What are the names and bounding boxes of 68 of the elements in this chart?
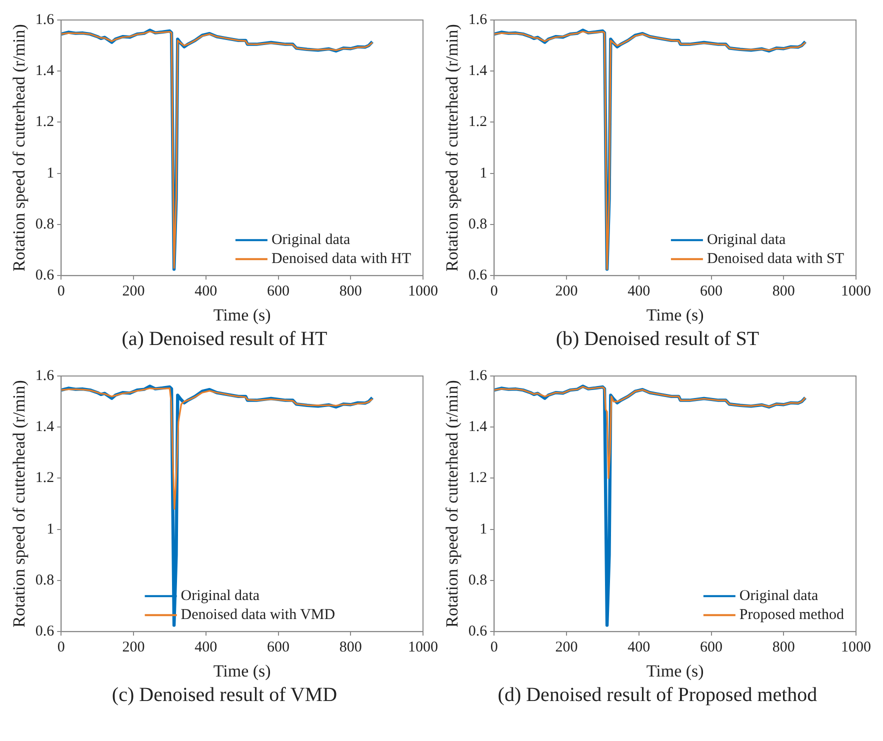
text: (c) Denoised result of VMD xyxy=(110,684,338,708)
y-tick-label: 1.6 xyxy=(468,12,488,28)
x-tick-label: 600 xyxy=(267,284,290,300)
y-axis-title: Rotation speed of cutterhead (r/min) xyxy=(10,380,29,628)
x-tick-label: 800 xyxy=(772,284,795,300)
legend-label: Denoised data with VMD xyxy=(180,607,336,624)
y-tick-label: 0.8 xyxy=(35,572,54,588)
x-tick-label: 0 xyxy=(57,640,65,656)
legend-label: Proposed method xyxy=(739,607,844,624)
legend-label: Original data xyxy=(180,588,260,604)
legend-label: Denoised data with HT xyxy=(271,251,412,268)
y-axis-title: Rotation speed of cutterhead (r/min) xyxy=(442,380,462,628)
y-axis-title: Rotation speed of cutterhead (r/min) xyxy=(442,24,462,272)
y-tick-label: 1 xyxy=(46,521,54,538)
y-tick-label: 1.6 xyxy=(35,12,55,28)
x-tick-label: 1000 xyxy=(841,284,871,300)
legend-label: Original data xyxy=(271,232,351,248)
x-tick-label: 0 xyxy=(490,640,498,656)
y-tick-label: 0.6 xyxy=(35,268,55,284)
y-tick-label: 1.6 xyxy=(468,368,488,384)
y-tick-label: 1.4 xyxy=(468,63,488,80)
x-tick-label: 600 xyxy=(267,640,290,656)
y-tick-label: 1.2 xyxy=(468,470,488,486)
x-axis-title: Time (s) xyxy=(213,305,271,324)
y-tick-label: 1.2 xyxy=(35,470,54,486)
y-tick-label: 1.4 xyxy=(468,419,488,436)
y-tick-label: 1.2 xyxy=(468,114,488,130)
x-tick-label: 400 xyxy=(194,640,218,656)
x-tick-label: 200 xyxy=(555,284,578,300)
x-tick-label: 200 xyxy=(122,640,145,656)
y-tick-label: 1 xyxy=(46,165,54,182)
x-tick-label: 800 xyxy=(339,640,362,656)
x-tick-label: 600 xyxy=(700,284,723,300)
y-tick-label: 0.6 xyxy=(468,268,488,284)
y-tick-label: 1 xyxy=(480,521,488,538)
x-tick-label: 1000 xyxy=(841,640,871,656)
legend-label: Original data xyxy=(706,232,786,248)
y-tick-label: 0.8 xyxy=(35,216,54,232)
y-tick-label: 0.8 xyxy=(468,216,488,232)
x-tick-label: 400 xyxy=(628,284,650,300)
x-tick-label: 1000 xyxy=(408,284,438,300)
x-tick-label: 200 xyxy=(122,284,145,300)
y-axis-title: Rotation speed of cutterhead (r/min) xyxy=(10,24,29,272)
x-axis-title: Time (s) xyxy=(646,305,704,324)
x-tick-label: 200 xyxy=(555,640,578,656)
text: (b) Denoised result of ST xyxy=(554,328,760,352)
text: (a) Denoised result of HT xyxy=(120,328,328,352)
y-tick-label: 1.4 xyxy=(35,419,55,436)
x-tick-label: 1000 xyxy=(408,640,438,656)
x-tick-label: 600 xyxy=(700,640,723,656)
text: (d) Denoised result of Proposed method xyxy=(496,684,818,708)
x-tick-label: 400 xyxy=(194,284,218,300)
x-tick-label: 800 xyxy=(339,284,362,300)
legend-label: Original data xyxy=(739,588,818,604)
y-tick-label: 0.8 xyxy=(468,572,488,588)
x-tick-label: 800 xyxy=(772,640,795,656)
y-tick-label: 1.6 xyxy=(35,368,55,384)
y-tick-label: 1 xyxy=(480,165,488,182)
x-axis-title: Time (s) xyxy=(213,661,271,680)
x-tick-label: 0 xyxy=(57,284,65,300)
y-tick-label: 1.4 xyxy=(35,63,55,80)
y-tick-label: 0.6 xyxy=(468,624,488,640)
x-axis-title: Time (s) xyxy=(646,661,704,680)
y-tick-label: 0.6 xyxy=(35,624,55,640)
legend-label: Denoised data with ST xyxy=(706,251,844,268)
x-tick-label: 0 xyxy=(490,284,498,300)
y-tick-label: 1.2 xyxy=(35,114,54,130)
x-tick-label: 400 xyxy=(628,640,650,656)
